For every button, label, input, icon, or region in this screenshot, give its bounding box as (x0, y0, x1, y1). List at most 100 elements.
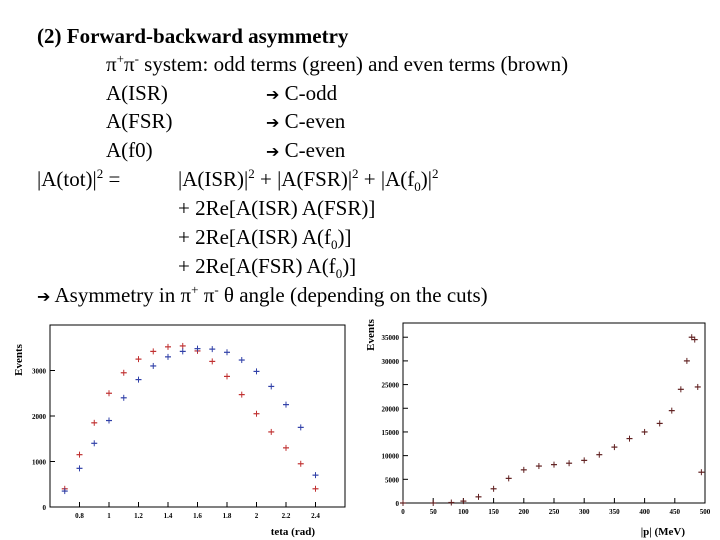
data-point (641, 428, 648, 435)
data-point (596, 451, 603, 458)
data-point (135, 356, 142, 363)
arrow-icon: ➔ (266, 142, 280, 161)
data-point (135, 376, 142, 383)
amp-fsr-parity: ➔ C-even (266, 109, 346, 133)
x-tick-label: 50 (430, 508, 438, 516)
data-point (490, 485, 497, 492)
x-tick-label: 300 (579, 508, 590, 516)
data-point (283, 401, 289, 408)
y-tick-label: 35000 (382, 334, 400, 342)
x-tick-label: 1.4 (164, 512, 173, 520)
data-point (209, 358, 216, 365)
y-tick-label: 0 (43, 504, 47, 512)
y-tick-label: 0 (396, 500, 400, 508)
data-point (683, 357, 690, 364)
x-tick-label: 350 (609, 508, 620, 516)
data-point (691, 336, 698, 343)
arrow-icon: ➔ (266, 113, 280, 132)
data-point (150, 348, 157, 355)
data-point (165, 353, 171, 360)
x-axis-label: teta (rad) (271, 526, 316, 538)
data-point (448, 499, 455, 506)
arrow-icon: ➔ (266, 85, 280, 104)
amp-isr-parity: ➔ C-odd (266, 81, 338, 105)
x-tick-label: 100 (458, 508, 469, 516)
data-point (535, 463, 542, 470)
data-point (209, 346, 216, 353)
data-point (61, 488, 68, 495)
data-point (505, 475, 512, 482)
data-point (297, 460, 304, 467)
x-tick-label: 250 (549, 508, 560, 516)
data-point (150, 362, 157, 369)
x-tick-label: 400 (639, 508, 650, 516)
y-axis-label: Events (365, 318, 377, 351)
data-point (297, 424, 304, 431)
x-tick-label: 1.2 (134, 512, 143, 520)
data-point (475, 493, 482, 500)
x-tick-label: 150 (488, 508, 499, 516)
amp-f0-name: A(f0) (106, 138, 153, 162)
x-tick-label: 0.8 (75, 512, 84, 520)
theta-distribution-plot: 0.8 1 1.2 1.4 1.6 1.8 2 2.2 2.4 0 1000 2000 3000 Eve… (13, 324, 346, 538)
arrow-icon: ➔ (37, 287, 51, 306)
data-series (61, 342, 319, 492)
data-point (460, 498, 467, 505)
momentum-distribution-plot: 0 50 100 150 200 250 300 350 400 450 5000500010000… (365, 318, 711, 538)
data-point (430, 500, 437, 506)
plot-frame (402, 322, 706, 504)
data-point (106, 390, 112, 397)
x-tick-label: 1.6 (193, 512, 202, 520)
data-point (253, 368, 260, 375)
conclusion-line: ➔ Asymmetry in π+ π- θ angle (depending … (37, 282, 488, 307)
interference-term-1: + 2Re[A(ISR) A(FSR)] (178, 196, 376, 220)
data-point (179, 342, 186, 349)
data-point (400, 500, 406, 506)
data-point (165, 343, 171, 350)
amp-isr-name: A(ISR) (106, 81, 168, 105)
x-tick-label: 2.2 (282, 512, 291, 520)
y-tick-label: 15000 (382, 429, 400, 437)
interference-term-3: + 2Re[A(FSR) A(f0)] (178, 254, 357, 282)
x-tick-label: 2 (255, 512, 259, 520)
y-tick-label: 10000 (382, 453, 400, 461)
y-tick-label: 2000 (32, 413, 47, 421)
data-point (698, 469, 705, 476)
data-point (76, 465, 83, 472)
y-tick-label: 30000 (382, 358, 400, 366)
data-point (551, 461, 557, 468)
y-tick-label: 20000 (382, 405, 400, 413)
y-tick-label: 5000 (385, 476, 400, 484)
y-tick-label: 1000 (32, 459, 47, 467)
data-point (268, 383, 275, 390)
data-series (400, 334, 705, 506)
y-axis-label: Events (13, 343, 25, 376)
data-point (626, 435, 633, 442)
data-point (656, 420, 663, 427)
amp-f0-parity: ➔ C-even (266, 138, 346, 162)
x-axis-label: |p| (MeV) (641, 526, 686, 538)
data-point (312, 472, 319, 479)
data-point (238, 391, 245, 398)
data-point (120, 369, 127, 376)
x-tick-label: 450 (670, 508, 681, 516)
data-point (238, 357, 245, 364)
data-point (224, 373, 230, 380)
data-point (283, 444, 289, 451)
data-point (76, 451, 83, 458)
data-point (611, 444, 618, 451)
data-point (677, 386, 684, 393)
data-point (566, 460, 573, 467)
x-tick-label: 0 (401, 508, 405, 516)
equation-lhs: |A(tot)|2 = (37, 166, 121, 191)
x-tick-label: 200 (519, 508, 530, 516)
data-point (224, 349, 230, 356)
x-tick-label: 2.4 (311, 512, 320, 520)
data-series (61, 345, 319, 495)
slide-title: (2) Forward-backward asymmetry (37, 24, 349, 48)
x-tick-label: 500 (700, 508, 711, 516)
data-point (312, 485, 319, 492)
data-point (179, 348, 186, 355)
data-point (520, 466, 527, 473)
data-point (106, 417, 112, 424)
